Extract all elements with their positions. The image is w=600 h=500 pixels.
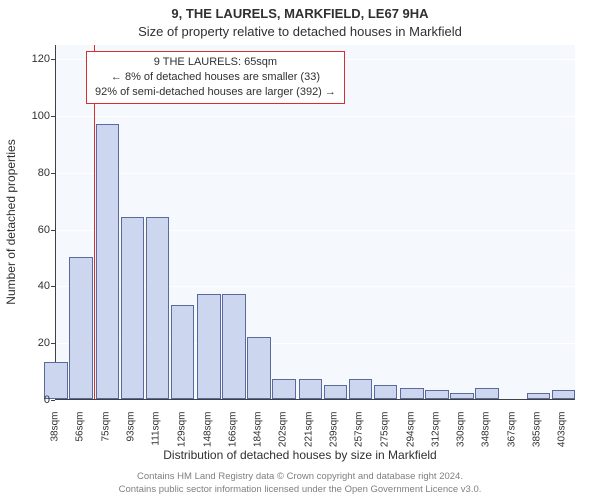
ytick-mark — [51, 116, 55, 117]
ytick-label: 20 — [10, 337, 50, 349]
histogram-bar — [222, 294, 246, 399]
xtick-label: 184sqm — [252, 412, 263, 462]
histogram-bar — [374, 385, 398, 399]
ytick-mark — [51, 173, 55, 174]
histogram-bar — [272, 379, 296, 399]
histogram-bar — [450, 393, 474, 399]
xtick-label: 367sqm — [507, 412, 518, 462]
histogram-bar — [247, 337, 271, 399]
xtick-label: 111sqm — [151, 412, 162, 462]
xtick-label: 166sqm — [227, 412, 238, 462]
histogram-bar — [324, 385, 348, 399]
xtick-label: 330sqm — [455, 412, 466, 462]
histogram-bar — [425, 390, 449, 399]
ytick-label: 40 — [10, 280, 50, 292]
histogram-bar — [69, 257, 93, 399]
xtick-label: 202sqm — [278, 412, 289, 462]
histogram-bar — [475, 388, 499, 399]
xtick-label: 38sqm — [50, 412, 61, 462]
histogram-bar — [527, 393, 551, 399]
annot-line2: ← 8% of detached houses are smaller (33) — [95, 70, 336, 85]
histogram-bar — [552, 390, 576, 399]
footer: Contains HM Land Registry data © Crown c… — [0, 471, 600, 496]
histogram-bar — [146, 217, 170, 399]
xtick-label: 294sqm — [405, 412, 416, 462]
ytick-label: 80 — [10, 167, 50, 179]
ytick-label: 60 — [10, 224, 50, 236]
chart-container: 9, THE LAURELS, MARKFIELD, LE67 9HA Size… — [0, 0, 600, 500]
xtick-label: 403sqm — [557, 412, 568, 462]
footer-line1: Contains HM Land Registry data © Crown c… — [0, 471, 600, 483]
xtick-label: 93sqm — [126, 412, 137, 462]
ytick-mark — [51, 343, 55, 344]
xtick-label: 257sqm — [354, 412, 365, 462]
xtick-label: 348sqm — [481, 412, 492, 462]
ytick-mark — [51, 400, 55, 401]
ytick-mark — [51, 230, 55, 231]
plot-area: 9 THE LAURELS: 65sqm ← 8% of detached ho… — [55, 45, 575, 400]
xtick-label: 275sqm — [379, 412, 390, 462]
histogram-bar — [197, 294, 221, 399]
annot-line3: 92% of semi-detached houses are larger (… — [95, 85, 336, 100]
footer-line2: Contains public sector information licen… — [0, 484, 600, 496]
histogram-bar — [349, 379, 373, 399]
page-subtitle: Size of property relative to detached ho… — [0, 24, 600, 39]
gridline — [56, 173, 575, 174]
xtick-label: 56sqm — [75, 412, 86, 462]
ytick-label: 0 — [10, 394, 50, 406]
annotation-box: 9 THE LAURELS: 65sqm ← 8% of detached ho… — [86, 51, 345, 104]
ytick-label: 120 — [10, 53, 50, 65]
xtick-label: 239sqm — [329, 412, 340, 462]
histogram-bar — [121, 217, 145, 399]
annot-line1: 9 THE LAURELS: 65sqm — [95, 55, 336, 70]
histogram-bar — [96, 124, 120, 399]
xtick-label: 312sqm — [430, 412, 441, 462]
histogram-bar — [400, 388, 424, 399]
xtick-label: 148sqm — [202, 412, 213, 462]
xtick-label: 385sqm — [532, 412, 543, 462]
histogram-bar — [171, 305, 195, 399]
gridline — [56, 116, 575, 117]
page-title: 9, THE LAURELS, MARKFIELD, LE67 9HA — [0, 6, 600, 21]
xtick-label: 129sqm — [176, 412, 187, 462]
ytick-mark — [51, 59, 55, 60]
xtick-label: 221sqm — [304, 412, 315, 462]
ytick-label: 100 — [10, 110, 50, 122]
xtick-label: 75sqm — [101, 412, 112, 462]
histogram-bar — [299, 379, 323, 399]
ytick-mark — [51, 286, 55, 287]
